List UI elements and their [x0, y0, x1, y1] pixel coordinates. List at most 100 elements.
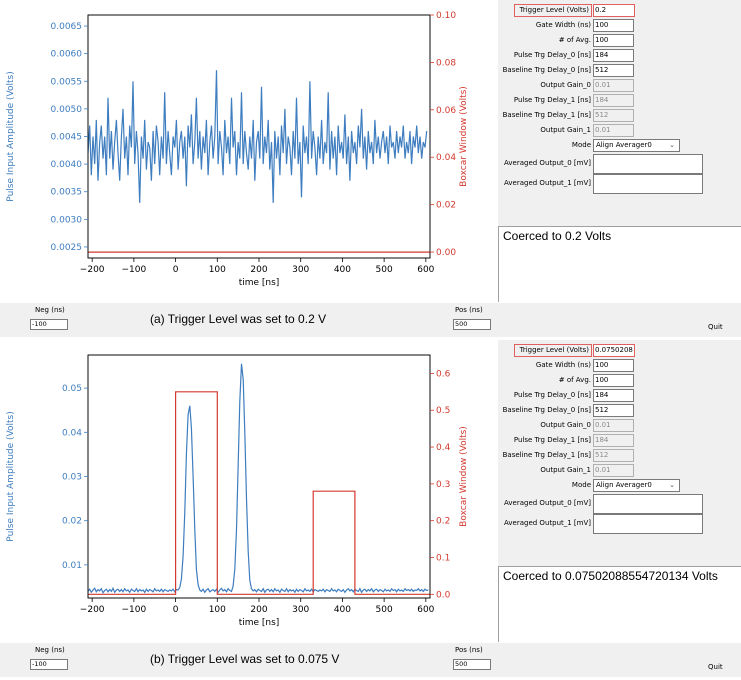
form-row-avg-output-0: Averaged Output_0 [mV] — [498, 154, 741, 174]
num-avg-label: # of Avg. — [558, 376, 591, 384]
form-row-output-gain-0: Output Gain_0 0.01 — [498, 419, 741, 432]
x-tick-label: 400 — [334, 605, 351, 615]
trigger-level-label: Trigger Level (Volts) — [514, 4, 592, 17]
y2-tick-label: 0.1 — [436, 554, 450, 564]
avg-output-0-field[interactable] — [593, 154, 703, 174]
gate-width-label: Gate Width (ns) — [535, 21, 591, 29]
y2-tick-label: 0.04 — [436, 153, 456, 163]
y-tick-label: 0.0035 — [51, 188, 83, 198]
form-row-output-gain-0: Output Gain_0 0.01 — [498, 79, 741, 92]
x-tick-label: 600 — [417, 605, 434, 615]
output-gain-1-label: Output Gain_1 — [540, 126, 591, 134]
avg-output-0-field[interactable] — [593, 494, 703, 514]
output-gain-1-label: Output Gain_1 — [540, 466, 591, 474]
output-gain-0-input: 0.01 — [593, 79, 634, 92]
chart-a: −200 −100 0 100 200 300 400 500 600 time [ns] 0.00… — [6, 11, 469, 288]
x-tick-label: 400 — [334, 265, 351, 275]
y2-tick-label: 0.0 — [436, 590, 451, 600]
y2-axis-label: Boxcar Window (Volts) — [459, 426, 469, 527]
num-avg-input[interactable]: 100 — [593, 374, 634, 387]
baseline-delay-1-input: 512 — [593, 449, 634, 462]
quit-button[interactable]: Quit — [708, 663, 723, 671]
x-axis-label: time [ns] — [239, 278, 280, 288]
pos-input[interactable]: 500 — [453, 659, 491, 670]
baseline-delay-0-input[interactable]: 512 — [593, 64, 634, 77]
form-row-pulse-delay-1: Pulse Trg Delay_1 [ns] 184 — [498, 434, 741, 447]
mode-label: Mode — [571, 481, 591, 489]
mode-label: Mode — [571, 141, 591, 149]
form-row-avg-output-0: Averaged Output_0 [mV] — [498, 494, 741, 514]
mode-select-value: Align Averager0 — [596, 481, 652, 489]
trigger-level-input[interactable]: 0.2 — [593, 4, 635, 17]
panel-a: −200 −100 0 100 200 300 400 500 600 time [ns] 0.00… — [0, 0, 741, 337]
x-tick-label: 100 — [209, 605, 226, 615]
baseline-delay-0-input[interactable]: 512 — [593, 404, 634, 417]
neg-label: Neg (ns) — [35, 306, 65, 314]
pulse-amplitude-line — [88, 363, 429, 594]
form-row-trigger-level: Trigger Level (Volts) 0.2 — [498, 4, 741, 17]
form-row-baseline-delay-0: Baseline Trg Delay_0 [ns] 512 — [498, 404, 741, 417]
x-tick-label: −200 — [80, 605, 105, 615]
y-tick-label: 0.0025 — [51, 243, 83, 253]
pulse-delay-0-label: Pulse Trg Delay_0 [ns] — [513, 51, 591, 59]
chart-b: −200 −100 0 100 200 300 400 500 600 time [ns] 0.01… — [6, 354, 469, 628]
x-tick-label: 300 — [292, 605, 309, 615]
gate-width-label: Gate Width (ns) — [535, 361, 591, 369]
mode-select-value: Align Averager0 — [596, 141, 652, 149]
gate-width-input[interactable]: 100 — [593, 19, 634, 32]
avg-output-0-label: Averaged Output_0 [mV] — [504, 159, 591, 167]
quit-button[interactable]: Quit — [708, 323, 723, 331]
x-tick-label: −100 — [122, 265, 147, 275]
y-tick-label: 0.0065 — [51, 22, 83, 32]
form-row-trigger-level: Trigger Level (Volts) 0.0750208 — [498, 344, 741, 357]
output-gain-1-input: 0.01 — [593, 124, 634, 137]
neg-input[interactable]: -100 — [30, 659, 68, 670]
y-tick-label: 0.0060 — [51, 50, 83, 60]
y2-tick-label: 0.02 — [436, 201, 456, 211]
form-row-avg-output-1: Averaged Output_1 [mV] — [498, 174, 741, 194]
y-tick-label: 0.0030 — [51, 215, 83, 225]
form-row-mode: Mode Align Averager0 ⌄ — [498, 139, 741, 152]
x-tick-label: −200 — [80, 265, 105, 275]
figure-caption: (b) Trigger Level was set to 0.075 V — [150, 652, 340, 666]
y2-tick-label: 0.00 — [436, 248, 456, 258]
y2-tick-label: 0.4 — [436, 443, 451, 453]
x-tick-label: 100 — [209, 265, 226, 275]
x-tick-label: 300 — [292, 265, 309, 275]
form-row-avg-output-1: Averaged Output_1 [mV] — [498, 514, 741, 534]
mode-select[interactable]: Align Averager0 ⌄ — [593, 479, 680, 492]
avg-output-1-field[interactable] — [593, 514, 703, 534]
pulse-delay-0-input[interactable]: 184 — [593, 389, 634, 402]
neg-input[interactable]: -100 — [30, 319, 68, 330]
boxcar-window-line — [88, 391, 430, 595]
y-tick-label: 0.0040 — [51, 160, 83, 170]
y2-tick-label: 0.2 — [436, 517, 450, 527]
pos-input[interactable]: 500 — [453, 319, 491, 330]
avg-output-1-label: Averaged Output_1 [mV] — [504, 519, 591, 527]
baseline-delay-0-label: Baseline Trg Delay_0 [ns] — [502, 66, 591, 74]
x-tick-label: 500 — [376, 265, 393, 275]
form-row-num-avg: # of Avg. 100 — [498, 374, 741, 387]
bottom-bar: Neg (ns) -100 (a) Trigger Level was set … — [0, 303, 741, 337]
mode-select[interactable]: Align Averager0 ⌄ — [593, 139, 680, 152]
figure-caption: (a) Trigger Level was set to 0.2 V — [150, 312, 327, 326]
form-row-output-gain-1: Output Gain_1 0.01 — [498, 464, 741, 477]
form-row-baseline-delay-1: Baseline Trg Delay_1 [ns] 512 — [498, 109, 741, 122]
pos-label: Pos (ns) — [455, 306, 483, 314]
form-row-pulse-delay-1: Pulse Trg Delay_1 [ns] 184 — [498, 94, 741, 107]
form-row-gate-width: Gate Width (ns) 100 — [498, 19, 741, 32]
x-tick-label: 200 — [250, 265, 267, 275]
avg-output-1-field[interactable] — [593, 174, 703, 194]
output-gain-0-label: Output Gain_0 — [540, 421, 591, 429]
pulse-delay-0-input[interactable]: 184 — [593, 49, 634, 62]
gate-width-input[interactable]: 100 — [593, 359, 634, 372]
form-row-output-gain-1: Output Gain_1 0.01 — [498, 124, 741, 137]
y2-tick-label: 0.3 — [436, 480, 450, 490]
trigger-level-input[interactable]: 0.0750208 — [593, 344, 635, 357]
num-avg-label: # of Avg. — [558, 36, 591, 44]
form-row-pulse-delay-0: Pulse Trg Delay_0 [ns] 184 — [498, 49, 741, 62]
settings-form: Trigger Level (Volts) 0.2 Gate Width (ns… — [498, 0, 741, 226]
y-axis-label: Pulse Input Amplitude (Volts) — [6, 411, 16, 541]
num-avg-input[interactable]: 100 — [593, 34, 634, 47]
form-row-mode: Mode Align Averager0 ⌄ — [498, 479, 741, 492]
